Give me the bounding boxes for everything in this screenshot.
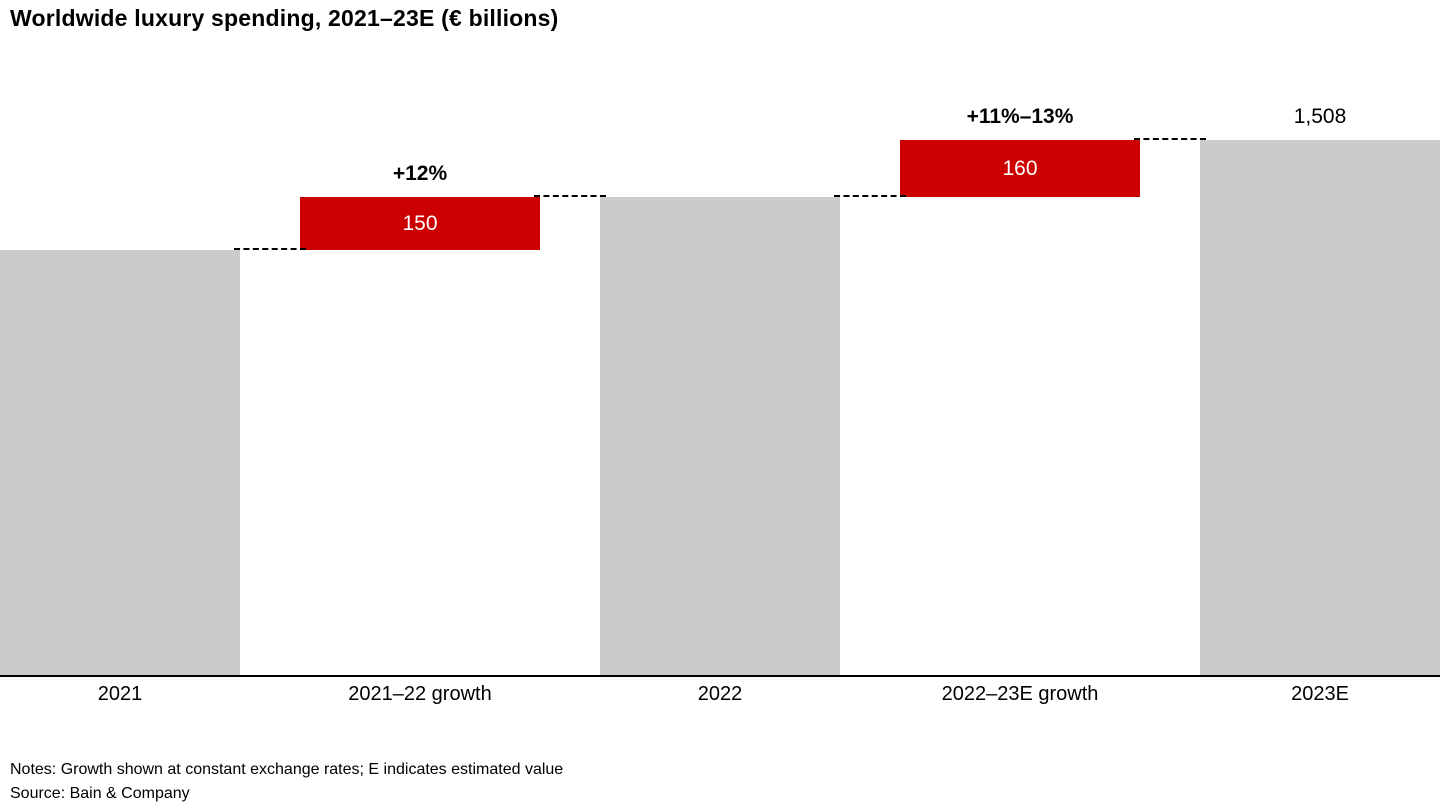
bar-2023e: 1,508 xyxy=(1200,105,1440,675)
x-axis-label-2021: 2021 xyxy=(97,683,143,705)
bar-2022-23e-growth: +11%–13% 160 xyxy=(900,105,1140,197)
bar-annotation: +12% xyxy=(392,161,448,185)
x-axis-line xyxy=(0,675,1440,677)
dashed-connector xyxy=(834,194,906,197)
bar-annotation: +11%–13% xyxy=(966,105,1074,129)
x-axis-label-2021-22-growth: 2021–22 growth xyxy=(348,683,492,705)
x-axis-label-2022-23e-growth: 2022–23E growth xyxy=(941,683,1099,705)
x-axis-labels: 2021 2021–22 growth 2022 2022–23E growth… xyxy=(0,682,1440,710)
bar-value-label: 160 xyxy=(1002,156,1038,180)
chart-title: Worldwide luxury spending, 2021–23E (€ b… xyxy=(10,5,559,31)
source-text: Source: Bain & Company xyxy=(10,785,190,802)
x-axis-label-2022: 2022 xyxy=(697,683,743,705)
bar-value-label: 150 xyxy=(402,211,438,235)
dashed-connector xyxy=(534,194,606,197)
bar-2022 xyxy=(600,196,840,675)
x-axis-label-2023e: 2023E xyxy=(1291,683,1349,705)
dashed-connector xyxy=(234,247,306,250)
bar-2021 xyxy=(0,249,240,675)
dashed-connector xyxy=(1134,138,1206,140)
notes-text: Notes: Growth shown at constant exchange… xyxy=(10,761,564,778)
chart-footer: Notes: Growth shown at constant exchange… xyxy=(10,758,563,806)
bar-annotation: 1,508 xyxy=(1293,105,1347,128)
bar-2021-22-growth: +12% 150 xyxy=(300,162,540,250)
plot-area: +12% 150 +11%–13% 160 1,508 xyxy=(0,105,1440,675)
